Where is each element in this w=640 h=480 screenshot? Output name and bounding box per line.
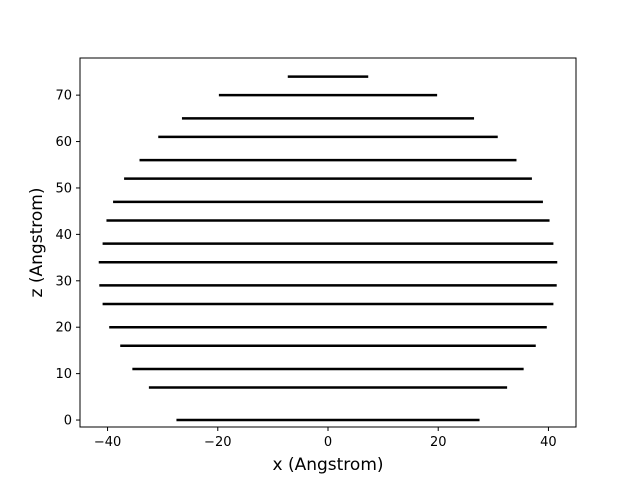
y-tick-label: 60 xyxy=(55,135,72,150)
y-tick-label: 70 xyxy=(55,89,72,104)
y-tick-label: 40 xyxy=(55,228,72,243)
y-axis-ticks: 0 10 20 30 40 50 60 70 xyxy=(55,89,80,429)
y-tick-label: 50 xyxy=(55,181,72,196)
x-axis-label: x (Angstrom) xyxy=(272,455,383,475)
x-tick-label: −20 xyxy=(204,435,231,450)
x-tick-label: 40 xyxy=(540,435,557,450)
x-axis-ticks: −40 −20 0 20 40 xyxy=(94,427,557,450)
y-tick-label: 30 xyxy=(55,274,72,289)
x-tick-label: 20 xyxy=(430,435,447,450)
data-segments xyxy=(98,75,558,422)
y-tick-label: 0 xyxy=(64,414,72,429)
x-tick-label: −40 xyxy=(94,435,121,450)
y-tick-label: 20 xyxy=(55,321,72,336)
y-axis-label: z (Angstrom) xyxy=(27,188,47,298)
x-tick-label: 0 xyxy=(324,435,332,450)
y-tick-label: 10 xyxy=(55,367,72,382)
